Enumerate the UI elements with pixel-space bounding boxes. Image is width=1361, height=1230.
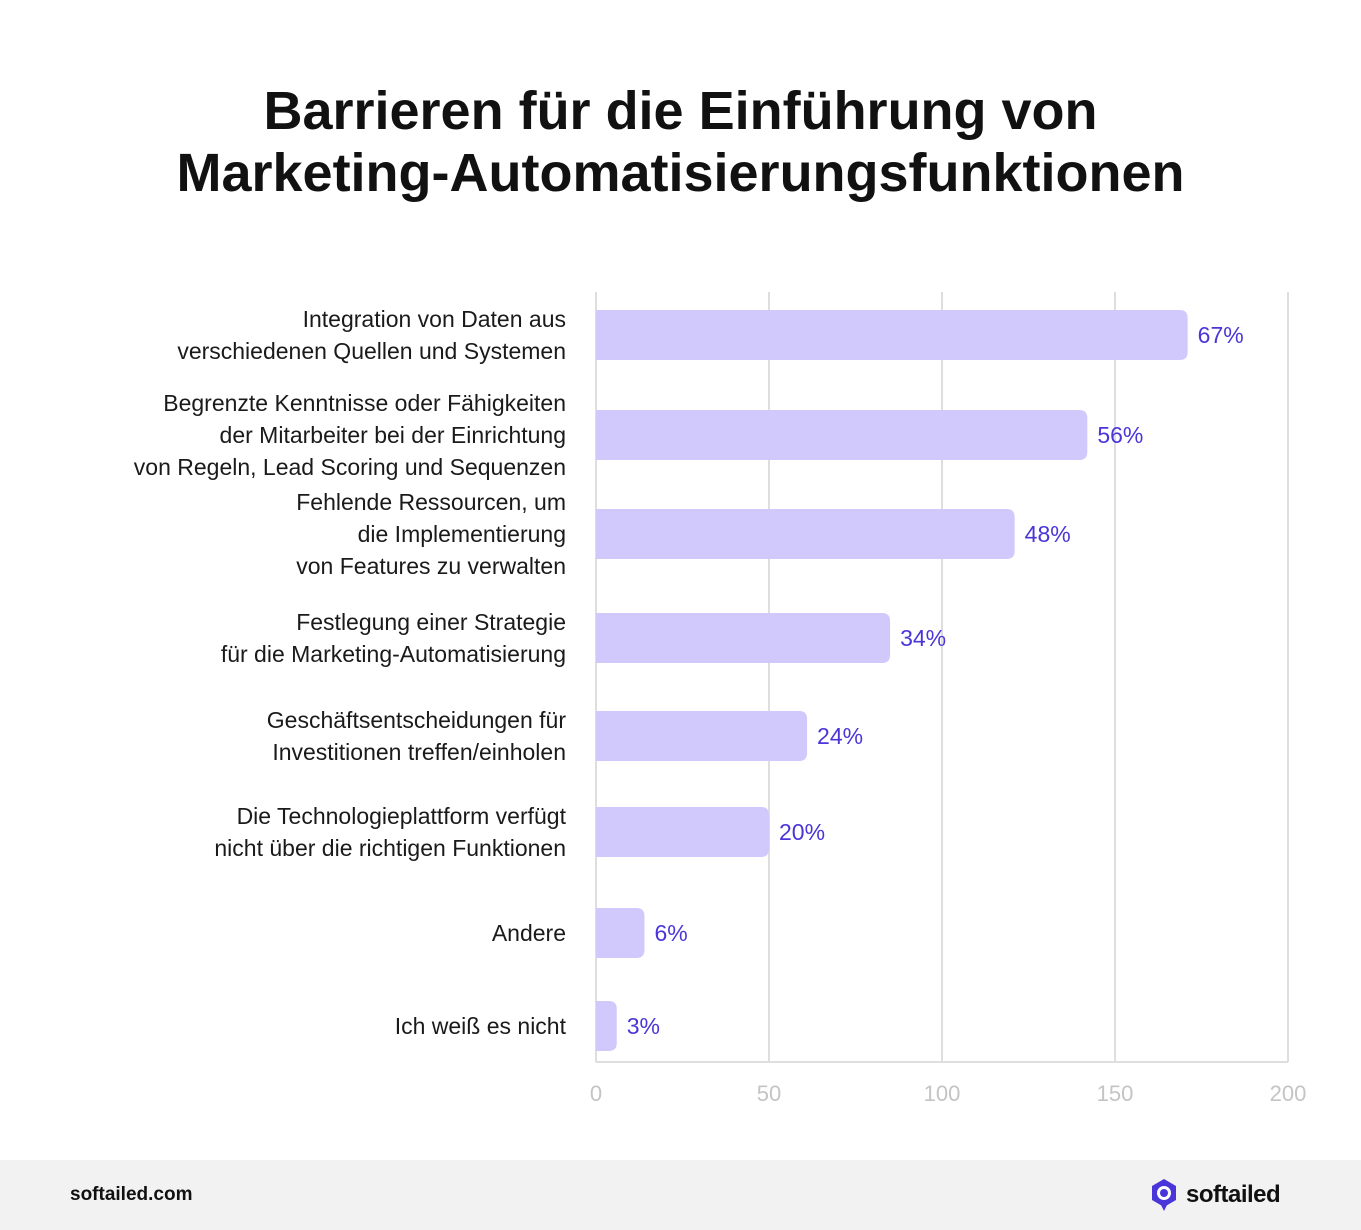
value-label: 24% <box>817 723 863 749</box>
category-label-line: die Implementierung <box>358 521 566 547</box>
category-label-line: Geschäftsentscheidungen für <box>267 707 567 733</box>
category-label-line: der Mitarbeiter bei der Einrichtung <box>220 422 566 448</box>
category-label-line: Investitionen treffen/einholen <box>272 739 566 765</box>
bar <box>596 410 1088 460</box>
x-tick-label: 150 <box>1097 1081 1134 1106</box>
category-label-line: nicht über die richtigen Funktionen <box>214 835 566 861</box>
bar <box>596 1001 617 1051</box>
category-label-line: von Regeln, Lead Scoring und Sequenzen <box>134 454 566 480</box>
value-label: 56% <box>1097 422 1143 448</box>
x-tick-label: 0 <box>590 1081 602 1106</box>
category-label-line: Fehlende Ressourcen, um <box>296 489 566 515</box>
chart-title-line-2: Marketing-Automatisierungsfunktionen <box>176 143 1185 203</box>
bar <box>596 509 1015 559</box>
category-label-line: von Features zu verwalten <box>296 553 566 579</box>
category-label: Begrenzte Kenntnisse oder Fähigkeiten der… <box>134 390 566 480</box>
value-label: 20% <box>779 819 825 845</box>
chart-title: Barrieren für die Einführung von Marketi… <box>0 80 1361 204</box>
value-label: 67% <box>1198 322 1244 348</box>
category-label-line: Die Technologieplattform verfügt <box>237 803 567 829</box>
brand-name: softailed <box>1186 1181 1281 1208</box>
bar-chart: Integration von Daten aus verschiedenen Q… <box>134 292 1306 1106</box>
bar <box>596 908 645 958</box>
category-label: Geschäftsentscheidungen für Investitionen… <box>267 707 567 765</box>
x-axis-ticks: 0 50 100 150 200 <box>590 1081 1306 1106</box>
value-label: 6% <box>654 920 687 946</box>
category-label: Fehlende Ressourcen, um die Implementieru… <box>296 489 566 579</box>
brand-logo[interactable]: softailed <box>1150 1178 1281 1212</box>
chart-title-line-1: Barrieren für die Einführung von <box>263 81 1098 141</box>
value-label: 48% <box>1025 521 1071 547</box>
softailed-logo-icon <box>1152 1179 1176 1211</box>
value-label: 34% <box>900 625 946 651</box>
bar <box>596 711 808 761</box>
value-label: 3% <box>627 1013 660 1039</box>
category-label: Ich weiß es nicht <box>395 1013 567 1039</box>
bar <box>596 310 1188 360</box>
category-label-line: Festlegung einer Strategie <box>296 609 566 635</box>
category-label: Andere <box>492 920 566 946</box>
category-label: Die Technologieplattform verfügt nicht üb… <box>214 803 566 861</box>
category-label-line: verschiedenen Quellen und Systemen <box>177 338 566 364</box>
bars <box>596 310 1188 1051</box>
category-label: Festlegung einer Strategie für die Market… <box>221 609 566 667</box>
category-label-line: für die Marketing-Automatisierung <box>221 641 566 667</box>
footer-url[interactable]: softailed.com <box>70 1184 193 1205</box>
category-labels: Integration von Daten aus verschiedenen Q… <box>134 306 567 1039</box>
value-labels: 67% 56% 48% 34% 24% 20% 6% 3% <box>627 322 1244 1039</box>
grid-lines <box>595 292 1289 1063</box>
x-tick-label: 200 <box>1270 1081 1307 1106</box>
category-label-line: Begrenzte Kenntnisse oder Fähigkeiten <box>163 390 566 416</box>
category-label-line: Andere <box>492 920 566 946</box>
x-tick-label: 50 <box>757 1081 781 1106</box>
category-label: Integration von Daten aus verschiedenen Q… <box>177 306 566 364</box>
category-label-line: Integration von Daten aus <box>303 306 566 332</box>
footer: softailed.com softailed <box>0 1160 1361 1230</box>
category-label-line: Ich weiß es nicht <box>395 1013 567 1039</box>
bar <box>596 613 891 663</box>
x-tick-label: 100 <box>924 1081 961 1106</box>
bar <box>596 807 769 857</box>
